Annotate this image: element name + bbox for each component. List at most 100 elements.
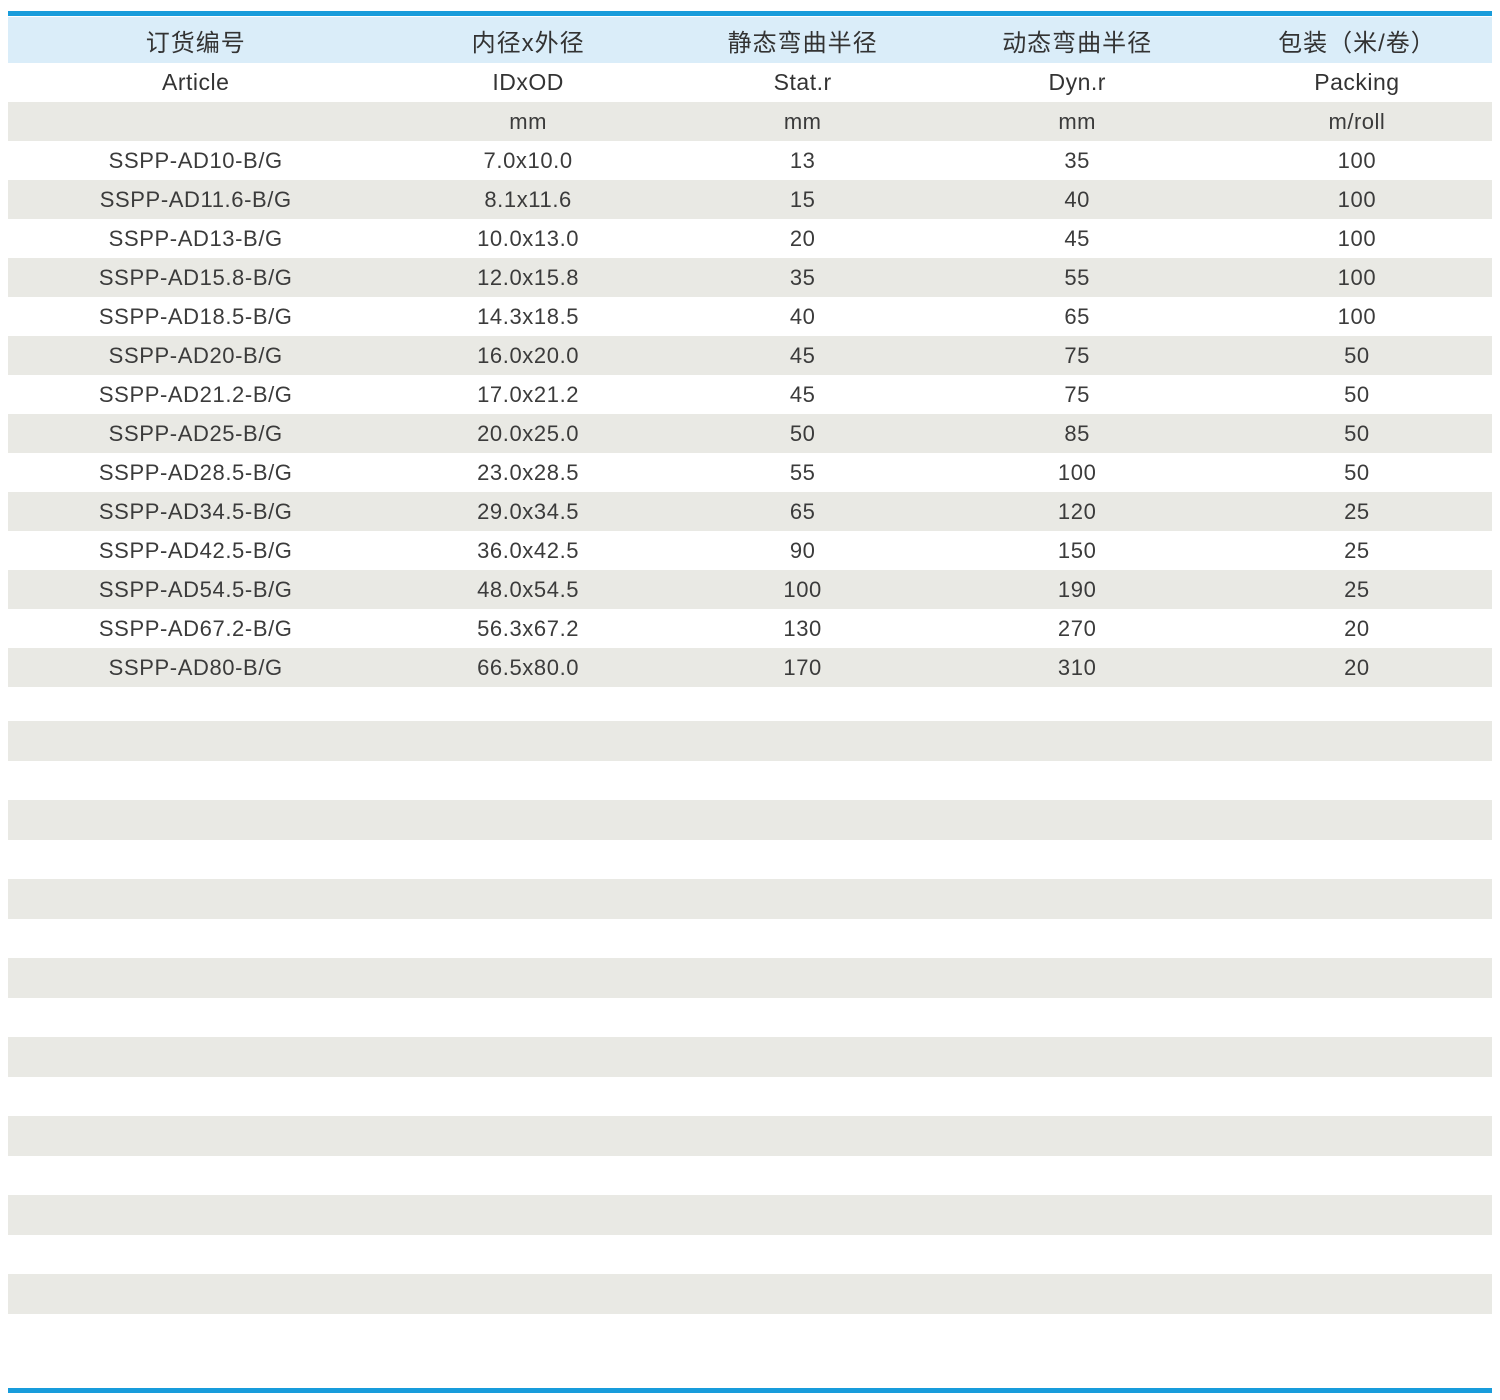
col-unit-stat-r: mm [783,108,822,134]
id-od-cell: 66.5x80.0 [477,654,580,680]
dyn-r-cell: 150 [1057,537,1097,563]
dyn-r-cell: 310 [1057,654,1097,680]
table-row: SSPP-AD67.2-B/G 56.3x67.2 130 270 20 [8,609,1492,648]
article-cell: SSPP-AD15.8-B/G [98,264,293,290]
packing-cell: 100 [1337,147,1377,173]
col-header-stat-r-zh: 静态弯曲半径 [727,29,878,57]
dyn-r-cell: 190 [1057,576,1097,602]
id-od-cell: 14.3x18.5 [477,303,580,329]
table-row: SSPP-AD28.5-B/G 23.0x28.5 55 100 50 [8,453,1492,492]
packing-cell: 25 [1344,498,1370,524]
id-od-cell: 36.0x42.5 [477,537,580,563]
col-header-dyn-r-zh: 动态弯曲半径 [1002,29,1153,57]
col-unit-id-od: mm [509,108,547,134]
packing-cell: 100 [1337,186,1377,212]
empty-stripe [8,721,1492,761]
dyn-r-cell: 65 [1064,303,1091,329]
header-row-unit: mm mm mm m/roll [8,102,1492,141]
table-row: SSPP-AD11.6-B/G 8.1x11.6 15 40 100 [8,180,1492,219]
id-od-cell: 7.0x10.0 [483,147,573,173]
stat-r-cell: 90 [789,537,816,563]
header-row-en: Article IDxOD Stat.r Dyn.r Packing [8,63,1492,102]
id-od-cell: 20.0x25.0 [477,420,580,446]
packing-cell: 100 [1337,264,1377,290]
id-od-cell: 8.1x11.6 [484,186,572,212]
table-row: SSPP-AD10-B/G 7.0x10.0 13 35 100 [8,141,1492,180]
packing-cell: 50 [1344,420,1370,446]
packing-cell: 100 [1337,303,1377,329]
article-cell: SSPP-AD25-B/G [108,420,283,446]
dyn-r-cell: 85 [1064,420,1091,446]
dyn-r-cell: 40 [1064,186,1091,212]
id-od-cell: 17.0x21.2 [477,381,580,407]
table-header: 订货编号 内径x外径 静态弯曲半径 动态弯曲半径 包装（米/卷） Article… [8,17,1492,141]
article-cell: SSPP-AD20-B/G [108,342,283,368]
table-row: SSPP-AD20-B/G 16.0x20.0 45 75 50 [8,336,1492,375]
stat-r-cell: 45 [789,381,816,407]
dyn-r-cell: 55 [1064,264,1091,290]
packing-cell: 50 [1344,381,1370,407]
dyn-r-cell: 120 [1057,498,1097,524]
id-od-cell: 23.0x28.5 [477,459,580,485]
stat-r-cell: 20 [789,225,816,251]
stat-r-cell: 100 [783,576,822,602]
article-cell: SSPP-AD21.2-B/G [98,381,293,407]
table-row: SSPP-AD25-B/G 20.0x25.0 50 85 50 [8,414,1492,453]
empty-stripe [8,879,1492,919]
dyn-r-cell: 75 [1064,342,1091,368]
col-header-stat-r-en: Stat.r [773,69,832,95]
empty-stripe [8,1195,1492,1235]
article-cell: SSPP-AD13-B/G [108,225,283,251]
table-row: SSPP-AD15.8-B/G 12.0x15.8 35 55 100 [8,258,1492,297]
top-rule [8,11,1492,16]
table-row: SSPP-AD13-B/G 10.0x13.0 20 45 100 [8,219,1492,258]
table-row: SSPP-AD54.5-B/G 48.0x54.5 100 190 25 [8,570,1492,609]
dyn-r-cell: 100 [1057,459,1097,485]
stat-r-cell: 13 [789,147,816,173]
id-od-cell: 48.0x54.5 [477,576,580,602]
empty-stripes [8,721,1492,1353]
stat-r-cell: 55 [789,459,816,485]
stat-r-cell: 65 [789,498,816,524]
article-cell: SSPP-AD11.6-B/G [99,186,292,212]
packing-cell: 25 [1344,576,1370,602]
article-cell: SSPP-AD18.5-B/G [98,303,293,329]
article-cell: SSPP-AD42.5-B/G [98,537,293,563]
spec-table: 订货编号 内径x外径 静态弯曲半径 动态弯曲半径 包装（米/卷） Article… [8,17,1492,687]
id-od-cell: 16.0x20.0 [477,342,580,368]
id-od-cell: 29.0x34.5 [477,498,580,524]
article-cell: SSPP-AD80-B/G [108,654,283,680]
col-header-dyn-r-en: Dyn.r [1048,69,1106,95]
col-header-packing-en: Packing [1314,69,1400,95]
col-header-id-od-en: IDxOD [492,69,564,95]
id-od-cell: 12.0x15.8 [477,264,580,290]
col-header-article-en: Article [162,69,230,95]
article-cell: SSPP-AD10-B/G [108,147,283,173]
header-row-zh: 订货编号 内径x外径 静态弯曲半径 动态弯曲半径 包装（米/卷） [8,17,1492,63]
article-cell: SSPP-AD28.5-B/G [98,459,293,485]
packing-cell: 100 [1337,225,1377,251]
packing-cell: 50 [1344,342,1370,368]
article-cell: SSPP-AD34.5-B/G [98,498,293,524]
table-row: SSPP-AD42.5-B/G 36.0x42.5 90 150 25 [8,531,1492,570]
empty-stripe [8,1116,1492,1156]
col-unit-article [8,102,383,141]
stat-r-cell: 15 [789,186,816,212]
table-body: SSPP-AD10-B/G 7.0x10.0 13 35 100 SSPP-AD11.6-… [8,141,1492,687]
empty-stripe [8,800,1492,840]
stat-r-cell: 130 [783,615,822,641]
stat-r-cell: 45 [789,342,816,368]
dyn-r-cell: 45 [1064,225,1091,251]
packing-cell: 20 [1344,615,1370,641]
stat-r-cell: 35 [789,264,816,290]
id-od-cell: 56.3x67.2 [477,615,580,641]
col-header-packing-zh: 包装（米/卷） [1278,29,1436,57]
stat-r-cell: 40 [789,303,816,329]
col-unit-packing: m/roll [1328,108,1386,134]
packing-cell: 20 [1344,654,1370,680]
col-unit-dyn-r: mm [1058,108,1097,134]
empty-stripe [8,1274,1492,1314]
dyn-r-cell: 35 [1064,147,1091,173]
stat-r-cell: 170 [783,654,822,680]
